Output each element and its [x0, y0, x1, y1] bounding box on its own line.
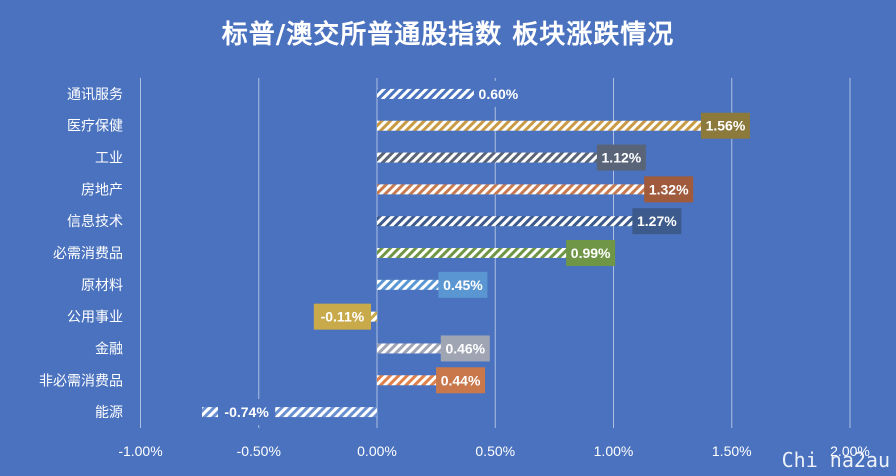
bar [377, 88, 519, 99]
data-label: 1.56% [706, 118, 746, 134]
data-label-box [644, 176, 694, 203]
data-label-box [436, 367, 486, 394]
bar [377, 152, 642, 163]
category-label: 医疗保健 [67, 119, 123, 135]
x-tick-label: 2.00% [830, 443, 870, 459]
data-label-box [438, 271, 488, 298]
category-label: 原材料 [81, 278, 123, 294]
data-label: 0.44% [441, 372, 481, 388]
data-label: 0.99% [571, 245, 611, 261]
category-label: 能源 [95, 405, 123, 421]
data-label: -0.11% [321, 309, 365, 325]
bar [377, 216, 678, 227]
category-label: 必需消费品 [53, 246, 123, 262]
data-label: 0.45% [443, 277, 483, 293]
category-label: 工业 [95, 151, 123, 167]
bar [377, 120, 746, 131]
data-label: 1.32% [649, 181, 689, 197]
bar [377, 279, 484, 290]
data-label: 1.12% [602, 150, 642, 166]
x-tick-labels: -1.00% -0.50% 0.00% 0.50% 1.00% 1.50% 2.00% [118, 443, 870, 459]
data-label-box [566, 240, 616, 266]
x-tick-label: 1.00% [594, 443, 634, 459]
x-tick-label: -0.50% [237, 443, 281, 459]
bar [377, 184, 690, 195]
data-label-box [700, 112, 750, 139]
bar [377, 343, 486, 354]
bar [377, 375, 482, 386]
chart-title: 标普/澳交所普通股指数 板块涨跌情况 [221, 20, 675, 50]
data-label-box [440, 335, 490, 362]
bar [377, 248, 612, 258]
x-tick-label: 0.00% [357, 443, 397, 459]
category-label: 信息技术 [67, 213, 123, 230]
data-label-box [596, 144, 646, 171]
data-label-box [313, 303, 371, 330]
data-label-box [473, 80, 523, 107]
data-label-box [632, 208, 682, 235]
data-label: -0.74% [224, 404, 269, 420]
x-tick-label: 0.50% [475, 443, 515, 459]
watermark: Chi na2au [781, 448, 890, 472]
data-label: 0.46% [445, 340, 485, 356]
bar [201, 407, 377, 418]
category-label: 金融 [95, 341, 123, 357]
category-label: 非必需消费品 [39, 373, 123, 389]
bars: 0.60% 1.56% 1.12% 1.32% 1.27% 0.99% 0.45% -0.11… [201, 80, 750, 426]
data-label: 1.27% [637, 213, 677, 229]
category-label: 公用事业 [67, 310, 123, 326]
category-label: 通讯服务 [67, 87, 123, 103]
data-label-box [217, 399, 276, 426]
category-label: 房地产 [81, 182, 123, 198]
x-tick-label: -1.00% [118, 443, 162, 459]
x-tick-label: 1.50% [712, 443, 752, 459]
data-label: 0.60% [479, 86, 519, 102]
